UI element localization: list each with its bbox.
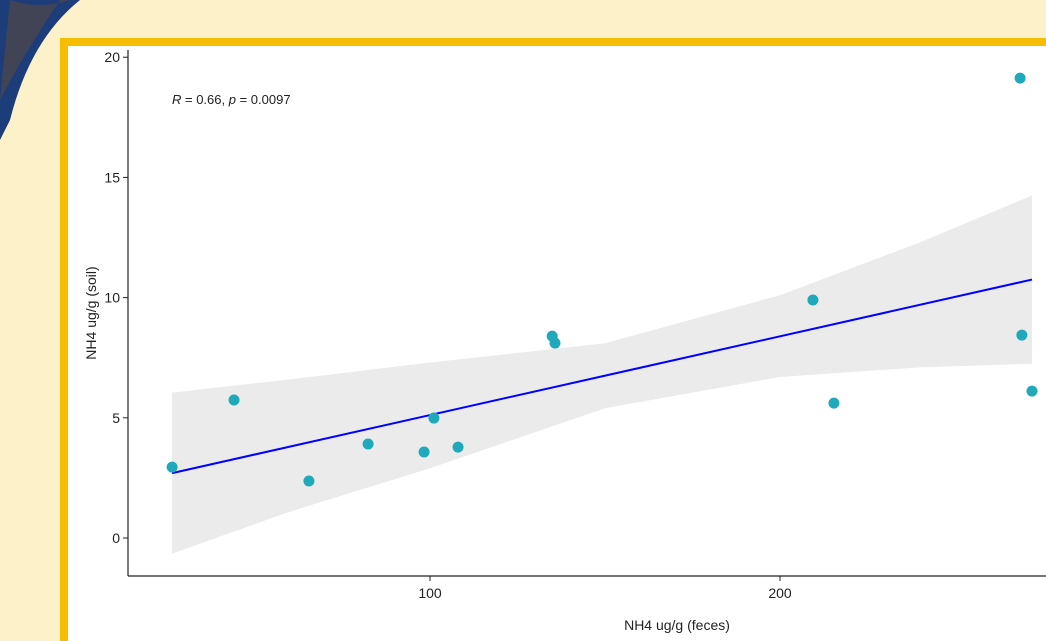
y-tick-label: 0 (112, 530, 120, 546)
y-tick-label: 15 (104, 169, 120, 185)
data-point (828, 398, 839, 409)
annotation-part: = 0.0097 (236, 92, 291, 107)
data-point (428, 413, 439, 424)
y-tick-label: 5 (112, 410, 120, 426)
y-axis-title: NH4 ug/g (soil) (83, 266, 99, 359)
x-tick-label: 100 (418, 585, 442, 601)
data-point (229, 395, 240, 406)
x-axis-title: NH4 ug/g (feces) (624, 617, 730, 633)
y-tick-label: 10 (104, 290, 120, 306)
data-point (453, 442, 464, 453)
x-tick-label: 200 (768, 585, 792, 601)
data-point (167, 462, 178, 473)
screen: 0 5 10 15 20 100 200 NH4 ug/g (feces) NH4 ug/g (… (0, 0, 1046, 641)
data-point (1016, 330, 1027, 341)
annotation-part: p (228, 92, 236, 107)
data-point (303, 476, 314, 487)
data-point (549, 338, 560, 349)
annotation-part: = 0.66, (181, 92, 228, 107)
annotation: R = 0.66, p = 0.0097 (172, 92, 291, 107)
page: {"chart_data": {"type": "scatter", "anno… (0, 0, 1046, 641)
data-point (363, 439, 374, 450)
data-point (1027, 386, 1038, 397)
annotation-part: R (172, 92, 181, 107)
data-point (807, 295, 818, 306)
y-tick-label: 20 (104, 49, 120, 65)
data-point (1015, 73, 1026, 84)
data-point (419, 446, 430, 457)
